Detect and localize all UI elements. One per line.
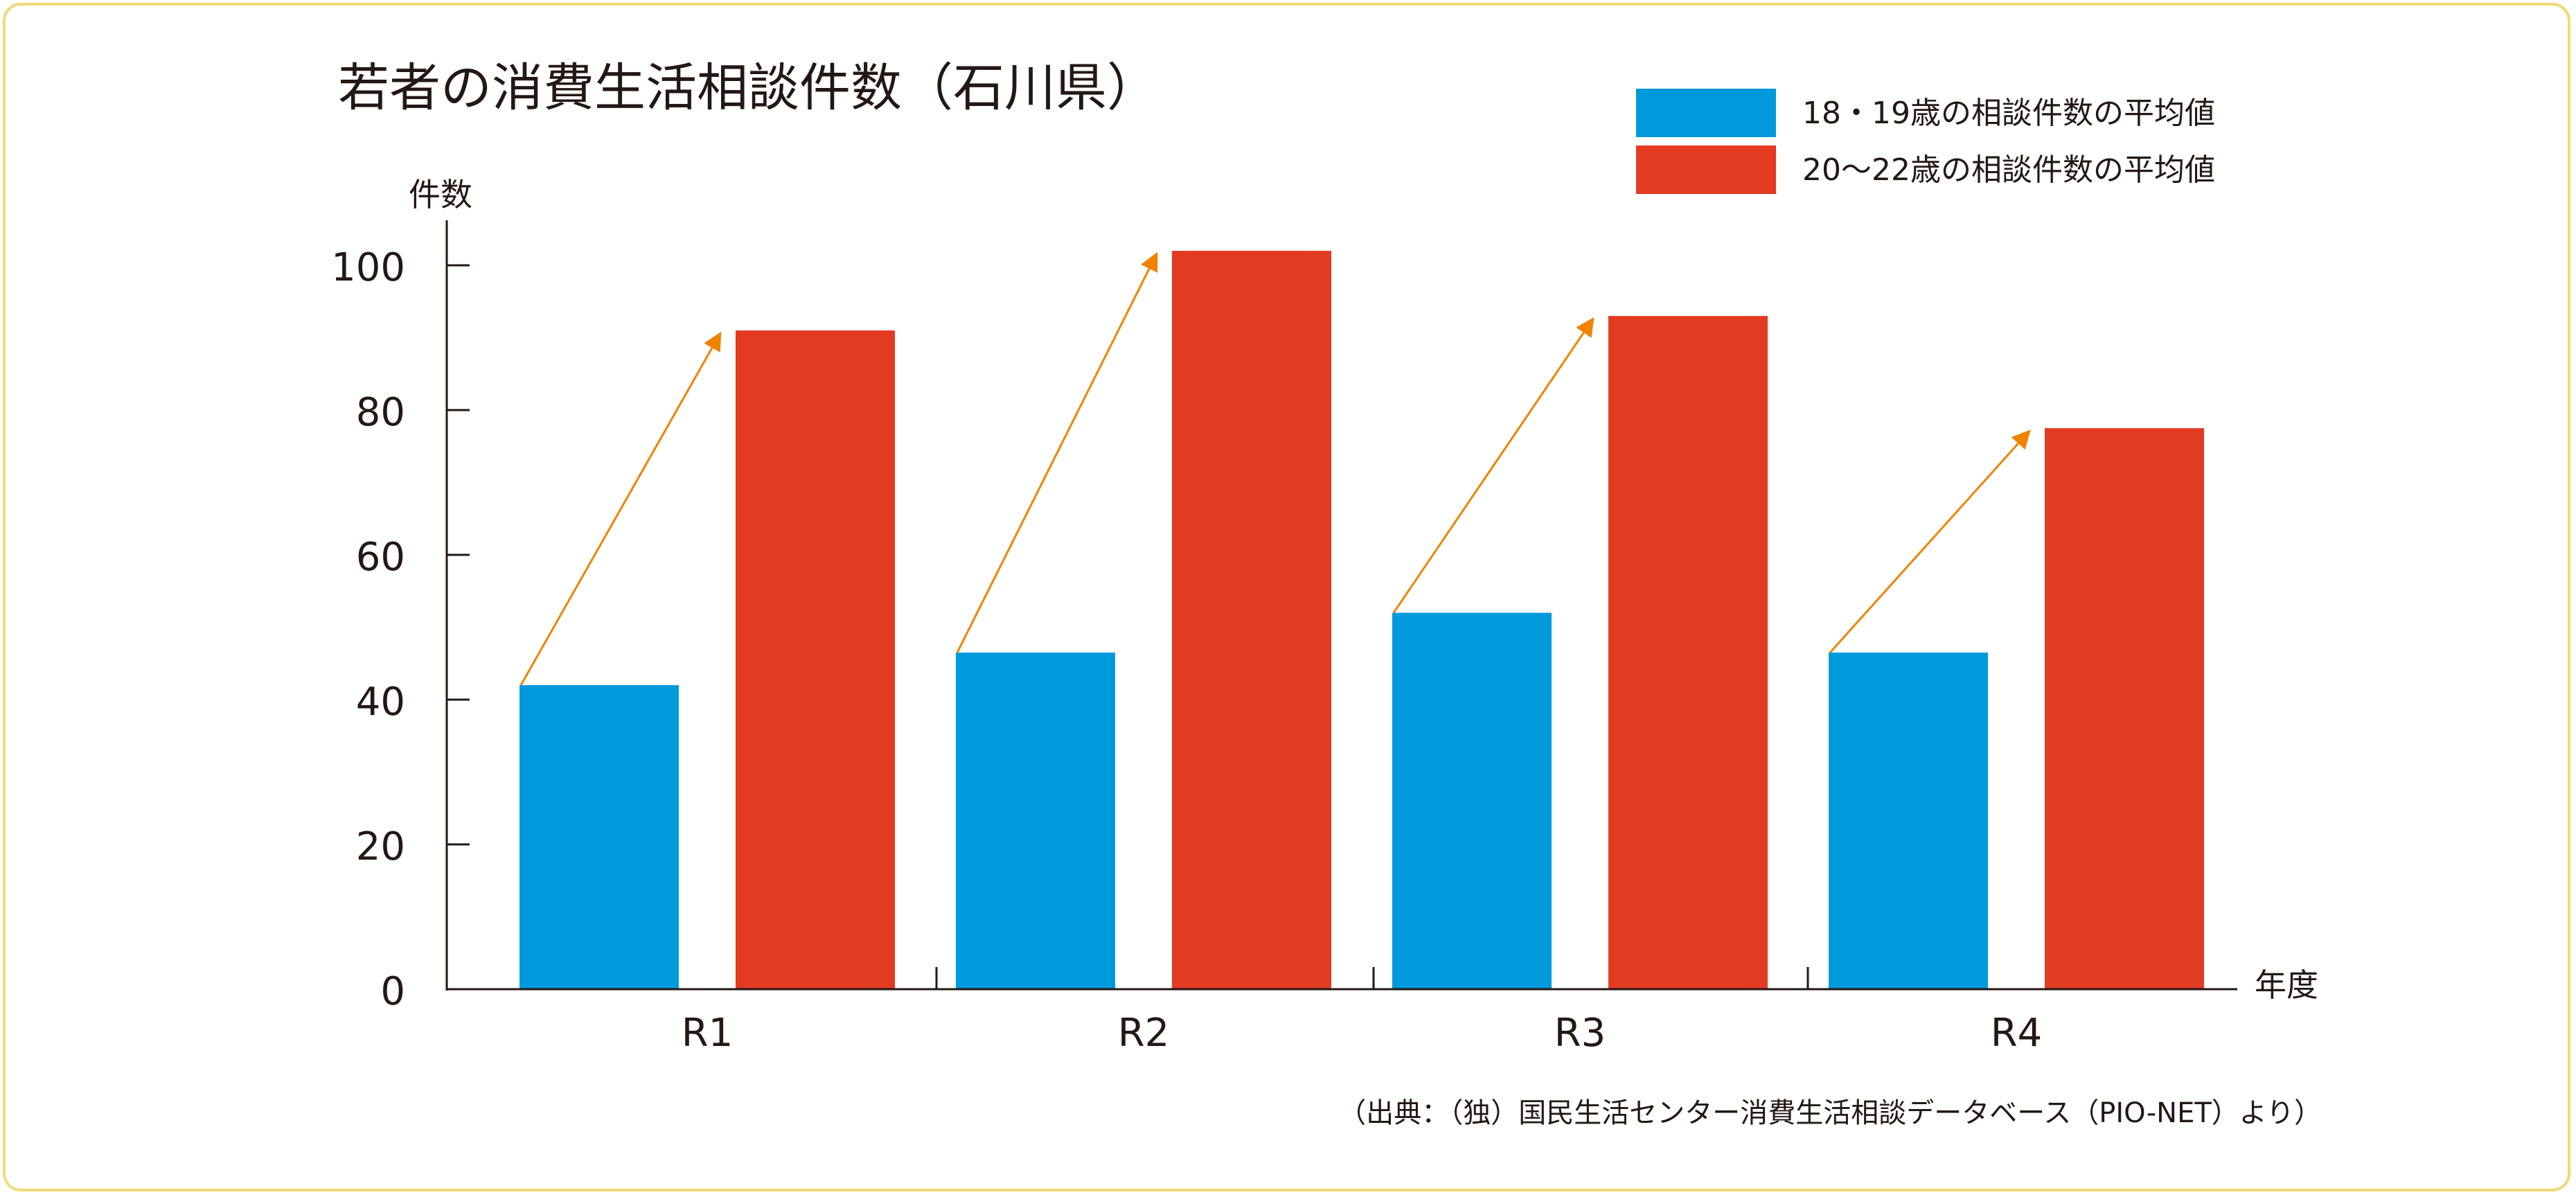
trend-arrow-R3 <box>1392 317 1595 614</box>
bar-R1-20-22 <box>736 330 895 989</box>
trend-arrow-R2 <box>956 251 1158 653</box>
bar-R2-20-22 <box>1172 251 1331 990</box>
y-tick-label: 100 <box>331 245 405 290</box>
bar-R4-18-19 <box>1829 653 1988 989</box>
y-tick-label: 80 <box>356 390 405 435</box>
y-axis-label: 件数 <box>409 176 472 213</box>
chart-title: 若者の消費生活相談件数（石川県） <box>338 58 1158 118</box>
legend-swatch <box>1636 145 1776 194</box>
legend-label: 20〜22歳の相談件数の平均値 <box>1802 152 2215 188</box>
y-tick-label: 40 <box>356 680 405 725</box>
bar-R3-20-22 <box>1608 316 1768 989</box>
bar-R4-20-22 <box>2045 428 2204 989</box>
y-ticks: 0 20 40 60 80 100 <box>331 245 1809 1014</box>
bar-R3-18-19 <box>1392 612 1552 989</box>
y-tick-label: 0 <box>380 969 405 1014</box>
source-note: （出典：（独）国民生活センター消費生活相談データベース（PIO-NET）より） <box>1338 1097 2322 1129</box>
bars <box>519 251 2204 990</box>
legend-swatch <box>1636 89 1776 137</box>
trend-arrow-R4 <box>1829 429 2031 654</box>
y-tick-label: 20 <box>356 824 405 869</box>
x-tick-label: R4 <box>1991 1011 2043 1056</box>
x-tick-label: R2 <box>1118 1011 1170 1056</box>
x-tick-label: R3 <box>1554 1011 1606 1056</box>
x-axis-label: 年度 <box>2255 966 2318 1004</box>
x-tick-label: R1 <box>682 1011 734 1056</box>
bar-R2-18-19 <box>956 653 1115 989</box>
legend: 18・19歳の相談件数の平均値 20〜22歳の相談件数の平均値 <box>1636 89 2215 194</box>
y-tick-label: 60 <box>356 535 405 580</box>
bar-R1-18-19 <box>519 685 679 989</box>
legend-label: 18・19歳の相談件数の平均値 <box>1802 96 2215 131</box>
trend-arrows <box>519 251 2031 686</box>
axes <box>445 220 2237 991</box>
x-tick-labels: R1 R2 R3 R4 <box>682 1011 2043 1056</box>
trend-arrow-R1 <box>519 331 722 686</box>
